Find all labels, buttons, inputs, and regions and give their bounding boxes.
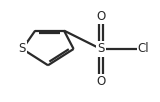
Text: S: S [19,42,26,55]
Text: O: O [96,10,105,23]
Text: Cl: Cl [138,42,149,55]
Text: O: O [96,75,105,88]
Text: S: S [97,42,104,55]
